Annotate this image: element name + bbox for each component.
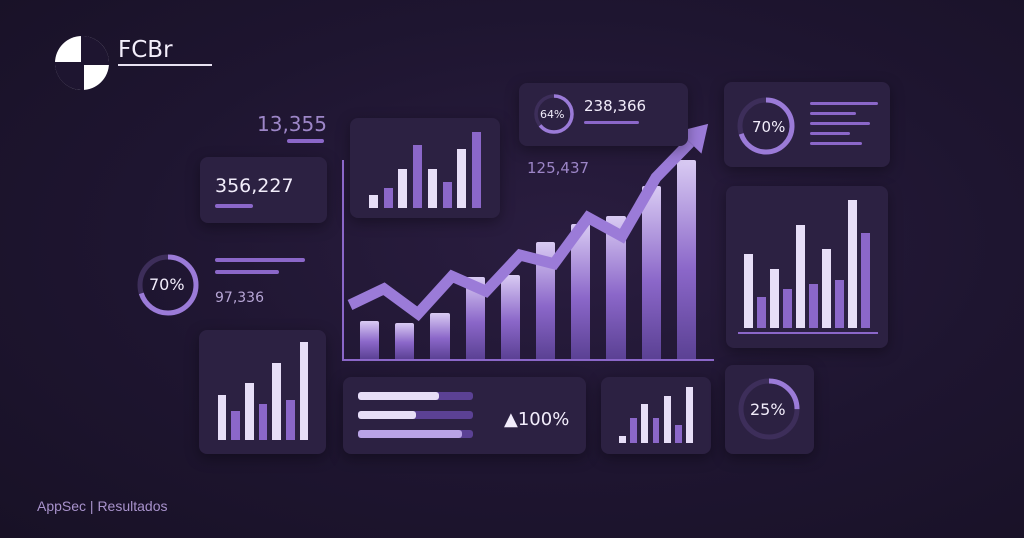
progress-track	[358, 411, 473, 419]
progress-track	[358, 392, 473, 400]
progress-fill	[358, 411, 416, 419]
bar-chart	[742, 200, 872, 328]
chart-bar	[770, 269, 779, 328]
chart-baseline	[738, 332, 878, 334]
chart-bar	[796, 224, 805, 328]
chart-bar	[783, 288, 792, 328]
chart-bar	[861, 232, 870, 328]
stat-value: 238,366	[584, 97, 647, 115]
legend-line	[810, 132, 850, 135]
bar-chart-card	[601, 377, 711, 454]
bar-chart	[366, 132, 484, 208]
donut-label: 70%	[149, 275, 185, 294]
bar-chart	[617, 387, 695, 443]
stat-underline	[287, 139, 324, 143]
chart-bar	[652, 417, 660, 443]
chart-bar	[395, 323, 415, 359]
chart-bar	[427, 168, 437, 208]
stat-value: 13,355	[257, 112, 327, 136]
chart-bar	[430, 313, 450, 359]
chart-bar	[245, 382, 254, 440]
chart-bar	[641, 185, 661, 359]
legend-line	[810, 142, 862, 145]
stat-card: 25%	[725, 365, 814, 454]
chart-bar	[663, 395, 671, 443]
stat-card: 70%	[724, 82, 890, 167]
main-bar-chart	[352, 160, 704, 359]
stat-value: 356,227	[215, 175, 294, 197]
legend-line	[215, 258, 305, 262]
chart-bar	[744, 254, 753, 328]
progress-fill	[358, 430, 462, 438]
chart-bar	[835, 280, 844, 328]
chart-bar	[442, 181, 452, 208]
footer-text: AppSec | Resultados	[37, 498, 168, 514]
donut-label: 64%	[540, 108, 565, 121]
donut-label: 25%	[750, 400, 786, 419]
legend-line	[215, 270, 279, 274]
chart-bar	[685, 387, 693, 443]
bar-chart-card	[350, 118, 500, 218]
brand-underline	[118, 64, 212, 66]
legend-line	[810, 122, 870, 125]
stat-underline	[215, 204, 253, 208]
chart-bar	[641, 404, 649, 443]
donut-chart	[137, 254, 199, 316]
stat-value: 125,437	[527, 159, 590, 177]
donut-label: 70%	[752, 118, 786, 136]
chart-bar	[535, 241, 556, 359]
progress-label: ▲100%	[504, 409, 570, 430]
legend-line	[810, 102, 878, 105]
chart-bar	[465, 277, 485, 359]
stat-card: 64% 238,366	[519, 83, 688, 146]
main-chart-axis-x	[342, 359, 714, 361]
stat-card: 356,227	[200, 157, 327, 223]
legend-line	[810, 112, 856, 115]
progress-track	[358, 430, 473, 438]
chart-bar	[368, 194, 378, 208]
legend-line	[584, 121, 639, 124]
brand-name: FCBr	[118, 37, 173, 63]
chart-bar	[398, 168, 408, 208]
chart-bar	[383, 188, 393, 208]
brand-logo-icon	[55, 36, 109, 90]
chart-bar	[630, 417, 638, 443]
chart-bar	[619, 435, 627, 443]
bar-chart	[215, 342, 311, 440]
chart-bar	[413, 145, 423, 208]
chart-bar	[272, 363, 281, 440]
chart-bar	[472, 132, 482, 208]
chart-bar	[674, 424, 682, 443]
chart-bar	[606, 216, 626, 359]
chart-bar	[286, 400, 295, 440]
chart-bar	[500, 274, 521, 359]
progress-fill	[358, 392, 439, 400]
chart-bar	[258, 404, 268, 440]
chart-bar	[299, 342, 309, 440]
chart-bar	[676, 160, 697, 359]
chart-bar	[809, 284, 818, 328]
bar-chart-card	[199, 330, 326, 454]
main-chart-axis-y	[342, 160, 344, 360]
donut-chart	[737, 97, 795, 155]
main-trend-line	[347, 123, 709, 322]
chart-bar	[571, 223, 591, 359]
chart-bar	[217, 395, 227, 440]
chart-bar	[757, 296, 766, 328]
donut-chart	[738, 378, 800, 440]
bar-chart-card	[726, 186, 888, 348]
progress-card: ▲100%	[343, 377, 586, 454]
chart-bar	[231, 411, 240, 440]
chart-bar	[457, 149, 467, 208]
chart-bar	[848, 200, 857, 328]
stat-value: 97,336	[215, 290, 264, 306]
chart-bar	[822, 249, 831, 328]
chart-bar	[359, 320, 380, 359]
donut-chart	[534, 94, 574, 134]
